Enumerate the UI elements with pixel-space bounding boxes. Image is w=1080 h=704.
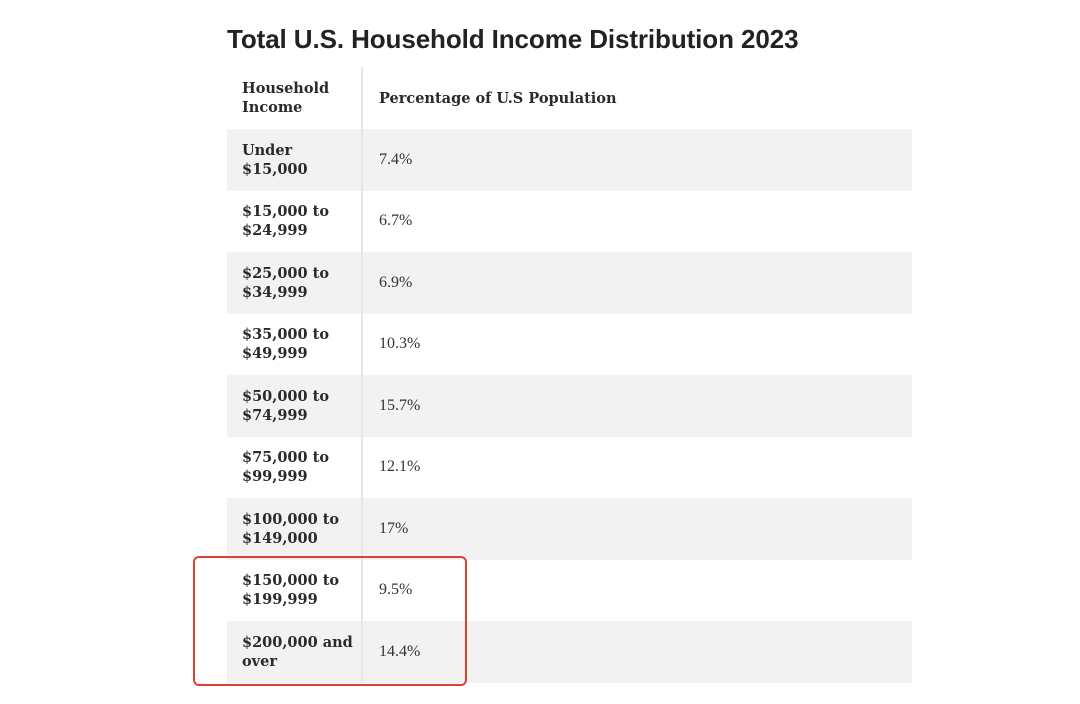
percentage-cell: 6.7% xyxy=(379,212,413,230)
percentage-cell: 9.5% xyxy=(379,581,413,599)
table-row: $200,000 and over 14.4% xyxy=(227,621,912,683)
page-title: Total U.S. Household Income Distribution… xyxy=(227,24,799,54)
income-range-cell: $200,000 and over xyxy=(242,633,353,670)
income-range-cell: $50,000 to $74,999 xyxy=(242,387,329,424)
table-header-row: Household Income Percentage of U.S Popul… xyxy=(227,67,912,129)
percentage-cell: 6.9% xyxy=(379,273,413,291)
percentage-cell: 10.3% xyxy=(379,335,421,353)
table-row: $100,000 to $149,000 17% xyxy=(227,498,912,560)
table-row: $15,000 to $24,999 6.7% xyxy=(227,191,912,253)
table-row: Under $15,000 7.4% xyxy=(227,129,912,191)
table-row: $150,000 to $199,999 9.5% xyxy=(227,560,912,622)
income-range-cell: $75,000 to $99,999 xyxy=(242,449,329,486)
table-row: $25,000 to $34,999 6.9% xyxy=(227,252,912,314)
percentage-cell: 14.4% xyxy=(379,642,421,660)
income-range-cell: $150,000 to $199,999 xyxy=(242,572,340,609)
income-range-cell: Under $15,000 xyxy=(242,141,308,178)
table-row: $35,000 to $49,999 10.3% xyxy=(227,314,912,376)
percentage-cell: 15.7% xyxy=(379,396,421,414)
percentage-cell: 17% xyxy=(379,519,409,537)
header-percentage: Percentage of U.S Population xyxy=(379,89,617,107)
income-range-cell: $35,000 to $49,999 xyxy=(242,326,329,363)
income-range-cell: $100,000 to $149,000 xyxy=(242,510,340,547)
table-row: $50,000 to $74,999 15.7% xyxy=(227,375,912,437)
header-household-income: Household Income xyxy=(242,80,330,116)
column-divider xyxy=(361,67,363,682)
percentage-cell: 12.1% xyxy=(379,458,421,476)
table-row: $75,000 to $99,999 12.1% xyxy=(227,437,912,499)
percentage-cell: 7.4% xyxy=(379,150,413,168)
income-range-cell: $25,000 to $34,999 xyxy=(242,264,329,301)
income-range-cell: $15,000 to $24,999 xyxy=(242,203,329,240)
income-distribution-table: Household Income Percentage of U.S Popul… xyxy=(227,67,912,683)
